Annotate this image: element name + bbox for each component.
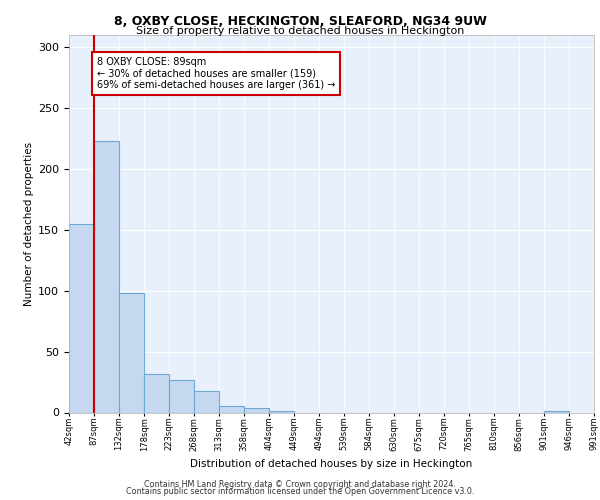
Y-axis label: Number of detached properties: Number of detached properties: [24, 142, 34, 306]
Bar: [219, 406, 244, 412]
Bar: [194, 390, 219, 412]
Text: 8 OXBY CLOSE: 89sqm
← 30% of detached houses are smaller (159)
69% of semi-detac: 8 OXBY CLOSE: 89sqm ← 30% of detached ho…: [97, 57, 335, 90]
Bar: [94, 141, 119, 412]
Bar: [244, 408, 269, 412]
Text: Size of property relative to detached houses in Heckington: Size of property relative to detached ho…: [136, 26, 464, 36]
X-axis label: Distribution of detached houses by size in Heckington: Distribution of detached houses by size …: [190, 459, 473, 469]
Bar: [69, 224, 94, 412]
Bar: [169, 380, 194, 412]
Bar: [119, 293, 143, 412]
Text: Contains public sector information licensed under the Open Government Licence v3: Contains public sector information licen…: [126, 488, 474, 496]
Bar: [144, 374, 169, 412]
Text: Contains HM Land Registry data © Crown copyright and database right 2024.: Contains HM Land Registry data © Crown c…: [144, 480, 456, 489]
Text: 8, OXBY CLOSE, HECKINGTON, SLEAFORD, NG34 9UW: 8, OXBY CLOSE, HECKINGTON, SLEAFORD, NG3…: [113, 15, 487, 28]
